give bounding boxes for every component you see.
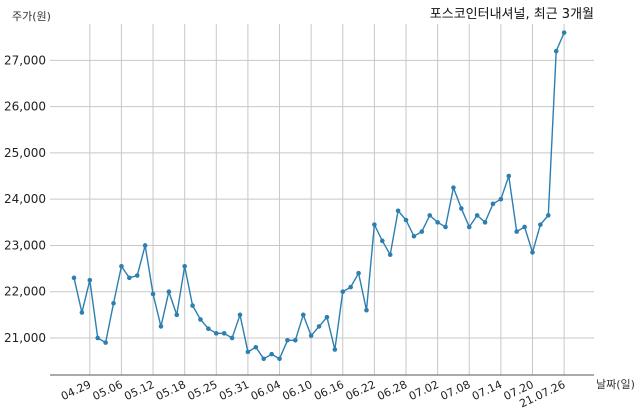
x-tick-label: 06.04 — [249, 378, 283, 403]
data-point — [553, 48, 559, 54]
x-tick-label: 07.02 — [407, 378, 441, 403]
data-point — [466, 224, 472, 230]
data-point — [474, 213, 480, 218]
data-point — [253, 344, 259, 350]
data-point — [269, 351, 274, 357]
chart-title: 포스코인터내셔널, 최근 3개월 — [430, 7, 594, 22]
data-point — [300, 312, 306, 318]
data-point — [182, 263, 187, 269]
data-point — [103, 340, 108, 345]
data-point — [482, 220, 488, 225]
x-tick-label: 05.18 — [154, 378, 188, 403]
data-point — [348, 284, 353, 290]
data-point — [340, 289, 346, 295]
x-tick-label: 06.16 — [312, 378, 346, 403]
data-point — [561, 30, 567, 35]
data-point — [261, 356, 267, 362]
series — [71, 30, 567, 362]
data-point — [79, 310, 85, 315]
data-point — [87, 277, 93, 283]
data-point — [237, 312, 243, 318]
x-tick-label: 04.29 — [59, 378, 93, 403]
data-point — [506, 173, 512, 179]
data-point — [403, 217, 409, 223]
data-point — [142, 243, 148, 248]
data-point — [379, 238, 385, 244]
x-axis-label: 날짜(일) — [596, 377, 635, 391]
x-tick-label: 05.06 — [91, 378, 125, 403]
data-point — [395, 208, 401, 214]
data-point — [277, 356, 282, 362]
y-tick-label: 25,000 — [4, 146, 46, 160]
data-point — [134, 273, 140, 278]
x-tick-label: 06.28 — [375, 378, 409, 403]
data-point — [198, 317, 203, 322]
y-tick-label: 26,000 — [4, 100, 46, 114]
data-point — [308, 333, 314, 338]
data-point — [324, 314, 330, 320]
data-point — [95, 335, 101, 341]
y-tick-label: 27,000 — [4, 53, 46, 67]
x-tick-label: 07.14 — [470, 378, 504, 403]
data-point — [316, 324, 322, 329]
data-point — [372, 222, 377, 227]
x-tick-label: 06.22 — [344, 378, 378, 403]
data-point — [419, 229, 425, 234]
data-point — [71, 275, 77, 281]
x-tick-labels: 04.2905.0605.1205.1805.2505.3106.0406.10… — [59, 378, 567, 410]
x-tick-label: 06.10 — [280, 378, 314, 403]
y-tick-label: 21,000 — [4, 331, 46, 345]
data-point — [166, 289, 172, 295]
series-line — [73, 32, 565, 360]
data-point — [451, 185, 456, 190]
data-point — [387, 252, 393, 258]
y-tick-label: 22,000 — [4, 285, 46, 299]
grid — [50, 24, 594, 375]
data-point — [332, 347, 338, 352]
data-point — [229, 335, 235, 341]
data-point — [522, 224, 527, 230]
y-tick-labels: 21,000 22,000 23,000 24,000 25,000 26,000 27,0… — [4, 53, 46, 345]
data-point — [213, 331, 219, 336]
data-point — [127, 275, 132, 281]
data-point — [498, 196, 504, 202]
data-point — [435, 220, 440, 225]
data-point — [119, 263, 124, 269]
data-point — [285, 338, 290, 343]
data-point — [546, 213, 551, 218]
y-axis-label: 주가(원) — [12, 10, 51, 23]
data-point — [356, 270, 361, 276]
data-point — [158, 324, 164, 329]
data-point — [245, 349, 251, 355]
data-point — [490, 201, 496, 207]
data-point — [111, 300, 116, 306]
data-point — [427, 213, 433, 218]
y-tick-label: 23,000 — [4, 238, 46, 252]
data-point — [174, 312, 180, 318]
data-point — [530, 250, 535, 255]
x-tick-label: 05.25 — [186, 378, 220, 403]
data-point — [459, 206, 464, 211]
data-point — [221, 331, 227, 336]
data-point — [190, 303, 195, 308]
data-point — [538, 222, 543, 227]
x-tick-label: 05.31 — [217, 378, 251, 403]
data-point — [514, 229, 519, 234]
data-point — [150, 291, 156, 297]
data-point — [364, 307, 369, 313]
x-tick-label: 07.08 — [438, 378, 472, 403]
data-point — [206, 326, 211, 332]
data-point — [411, 233, 417, 239]
x-tick-label: 05.12 — [122, 378, 156, 403]
y-tick-label: 24,000 — [4, 192, 46, 206]
data-point — [293, 338, 298, 343]
data-point — [443, 224, 448, 230]
